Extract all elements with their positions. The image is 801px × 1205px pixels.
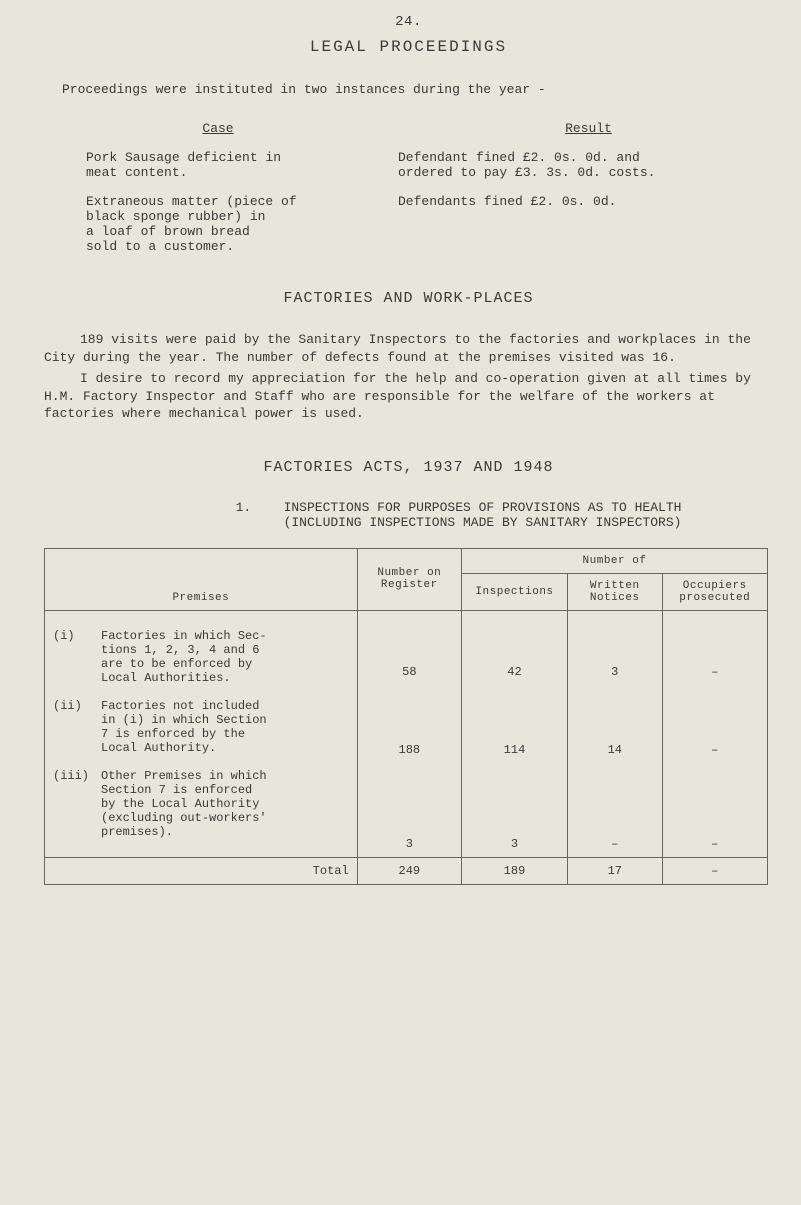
cell-register-i: 58 xyxy=(366,617,453,679)
factories-acts-title: FACTORIES ACTS, 1937 AND 1948 xyxy=(38,459,779,476)
cell-inspections-ii: 114 xyxy=(470,679,559,757)
cell-notices-ii: 14 xyxy=(576,679,654,757)
cell-prosecuted-iii: – xyxy=(671,757,759,851)
col-occupiers-prosecuted: Occupiers prosecuted xyxy=(662,573,767,610)
cell-notices-iii: – xyxy=(576,757,654,851)
paragraph-2: I desire to record my appreciation for t… xyxy=(44,370,773,423)
col-number-of: Number of xyxy=(461,548,767,573)
col-number-on-register: Number on Register xyxy=(357,548,461,610)
row-text-iii: Other Premises in which Section 7 is enf… xyxy=(101,769,349,839)
total-prosecuted: – xyxy=(662,857,767,884)
row-text-ii: Factories not included in (i) in which S… xyxy=(101,699,349,755)
inspections-table: Premises Number on Register Number of In… xyxy=(44,548,768,885)
page: 24. LEGAL PROCEEDINGS Proceedings were i… xyxy=(0,0,801,1205)
col-written-notices: Written Notices xyxy=(568,573,663,610)
case-row-1: Pork Sausage deficient in meat content. … xyxy=(38,150,779,180)
cell-prosecuted-i: – xyxy=(671,617,759,679)
total-register: 249 xyxy=(357,857,461,884)
total-notices: 17 xyxy=(568,857,663,884)
row-text-i: Factories in which Sec- tions 1, 2, 3, 4… xyxy=(101,629,349,685)
cell-register-ii: 188 xyxy=(366,679,453,757)
cell-inspections-i: 42 xyxy=(470,617,559,679)
case-header-right: Result xyxy=(398,121,779,136)
cell-prosecuted-ii: – xyxy=(671,679,759,757)
intro-line: Proceedings were instituted in two insta… xyxy=(62,82,779,97)
row-roman-i: (i) xyxy=(53,629,101,685)
case-1-left: Pork Sausage deficient in meat content. xyxy=(38,150,398,180)
subsection-number: 1. xyxy=(136,500,284,530)
cell-inspections-iii: 3 xyxy=(470,757,559,851)
row-roman-iii: (iii) xyxy=(53,769,101,839)
subsection-text: INSPECTIONS FOR PURPOSES OF PROVISIONS A… xyxy=(284,500,682,530)
row-roman-ii: (ii) xyxy=(53,699,101,755)
table-total-row: Total 249 189 17 – xyxy=(45,857,768,884)
total-inspections: 189 xyxy=(461,857,567,884)
subsection-1: 1. INSPECTIONS FOR PURPOSES OF PROVISION… xyxy=(38,500,779,530)
case-header-left: Case xyxy=(38,121,398,136)
col-premises: Premises xyxy=(45,548,358,610)
page-number: 24. xyxy=(38,14,779,30)
case-header-row: Case Result xyxy=(38,121,779,136)
table-row: (iii) Other Premises in which Section 7 … xyxy=(53,769,349,839)
cell-register-iii: 3 xyxy=(366,757,453,851)
case-2-left: Extraneous matter (piece of black sponge… xyxy=(38,194,398,254)
total-label: Total xyxy=(45,857,358,884)
table-body-section: (i) Factories in which Sec- tions 1, 2, … xyxy=(45,610,768,857)
col-inspections: Inspections xyxy=(461,573,567,610)
table-row: (ii) Factories not included in (i) in wh… xyxy=(53,699,349,755)
case-row-2: Extraneous matter (piece of black sponge… xyxy=(38,194,779,254)
section-factories-title: FACTORIES AND WORK-PLACES xyxy=(38,290,779,307)
case-1-right: Defendant fined £2. 0s. 0d. and ordered … xyxy=(398,150,779,180)
case-2-right: Defendants fined £2. 0s. 0d. xyxy=(398,194,779,254)
page-title: LEGAL PROCEEDINGS xyxy=(38,38,779,56)
table-row: (i) Factories in which Sec- tions 1, 2, … xyxy=(53,629,349,685)
paragraph-1: 189 visits were paid by the Sanitary Ins… xyxy=(44,331,773,366)
cell-notices-i: 3 xyxy=(576,617,654,679)
